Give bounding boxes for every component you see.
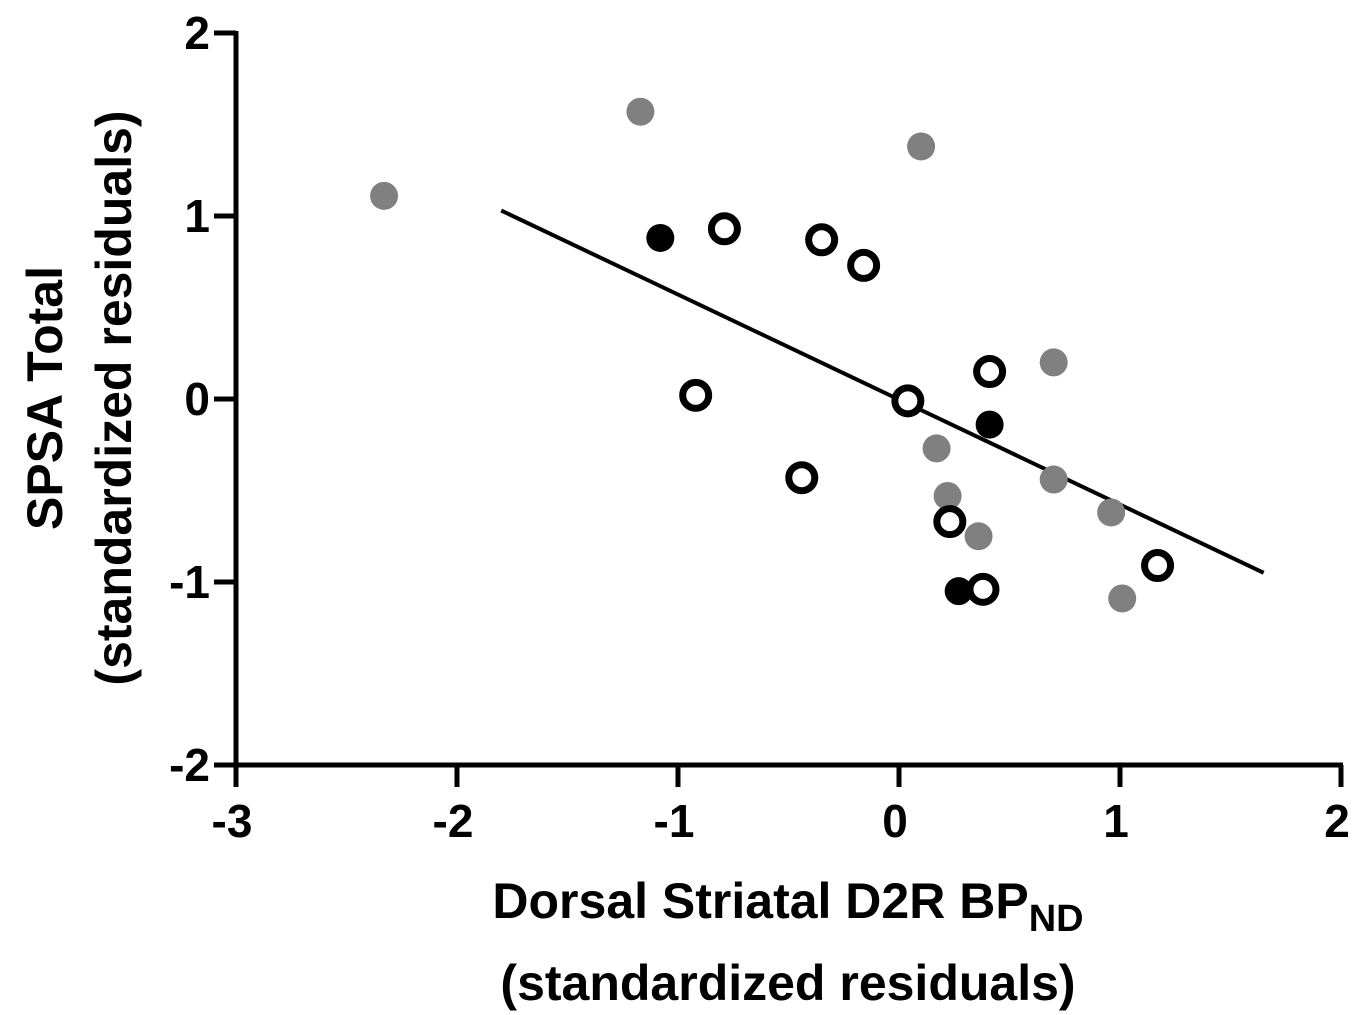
y-tick-label: 1 — [184, 190, 210, 242]
x-tick-label: -1 — [654, 795, 695, 847]
data-point-gray — [1039, 348, 1068, 377]
data-point-gray — [370, 181, 399, 210]
data-points — [370, 97, 1175, 613]
data-point-gray — [907, 132, 936, 161]
y-tick-label: -1 — [169, 556, 210, 608]
y-axis-ticks: -2 -1 0 1 2 — [169, 7, 236, 791]
data-point-gray — [964, 522, 993, 551]
data-point-open — [785, 461, 819, 495]
x-axis-ticks: -3 -2 -1 0 1 2 — [212, 765, 1350, 847]
data-point-open — [966, 572, 1000, 606]
data-point-gray — [922, 434, 951, 463]
data-point-open — [1141, 549, 1175, 583]
y-axis-title-line2: (standardized residuals) — [86, 110, 142, 685]
data-point-open — [933, 505, 967, 539]
y-tick-label: -2 — [169, 739, 210, 791]
data-point-open — [891, 384, 925, 418]
data-point-gray — [1039, 465, 1068, 494]
x-tick-label: 1 — [1103, 795, 1129, 847]
data-point-gray — [626, 97, 655, 126]
data-point-open — [805, 223, 839, 257]
data-point-open — [707, 212, 741, 246]
x-axis-title-line2: (standardized residuals) — [500, 955, 1075, 1011]
regression-line-group — [500, 208, 1265, 575]
data-point-black — [646, 223, 675, 252]
data-point-open — [973, 355, 1007, 389]
data-point-black — [975, 410, 1004, 439]
data-point-open — [679, 378, 713, 412]
data-point-gray — [933, 481, 962, 510]
y-tick-label: 0 — [184, 373, 210, 425]
data-point-black — [944, 577, 973, 606]
x-tick-label: -3 — [212, 795, 253, 847]
x-axis-title-subscript: ND — [1029, 898, 1084, 940]
y-tick-label: 2 — [184, 7, 210, 59]
x-axis-title: Dorsal Striatal D2R BPND — [492, 873, 1083, 940]
x-tick-label: -2 — [433, 795, 474, 847]
y-axis-title: SPSA Total — [17, 266, 73, 530]
data-point-gray — [1108, 584, 1137, 613]
regression-line — [500, 208, 1265, 575]
data-point-open — [847, 248, 881, 282]
data-point-gray — [1097, 498, 1126, 527]
x-tick-label: 2 — [1324, 795, 1350, 847]
x-tick-label: 0 — [882, 795, 908, 847]
